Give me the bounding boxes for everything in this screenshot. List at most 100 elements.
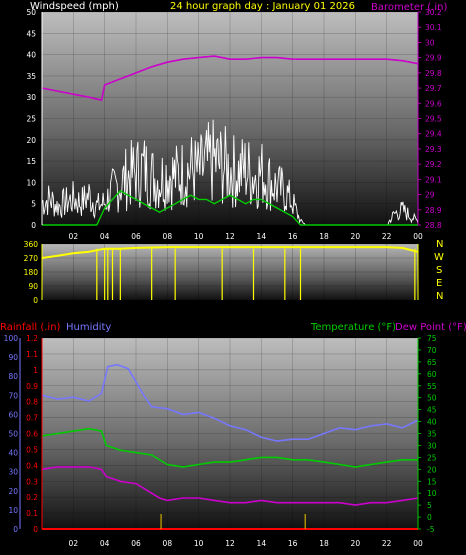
rain-y-tick: 0.7 <box>26 414 38 423</box>
rain-y-tick: 0.4 <box>26 461 38 470</box>
humidity-y-tick: 70 <box>8 391 18 400</box>
humidity-y-tick: 60 <box>8 410 18 419</box>
temp-x-tick: 08 <box>163 539 173 548</box>
wind-y-tick: 30 <box>26 93 36 102</box>
temp-y-tick: 5 <box>427 501 432 510</box>
wind-y-tick: 0 <box>31 221 36 230</box>
axes-layer: 0510152025303540455028.828.92929.129.229… <box>4 8 442 548</box>
temp-y-tick: 20 <box>427 465 437 474</box>
baro-y-tick: 29.8 <box>425 69 442 78</box>
baro-y-tick: 29.6 <box>425 99 442 108</box>
temp-x-tick: 10 <box>194 539 204 548</box>
rain-y-tick: 1.1 <box>26 350 38 359</box>
temp-y-tick: 45 <box>427 406 437 415</box>
temp-y-tick: 65 <box>427 358 437 367</box>
baro-y-tick: 29.5 <box>425 115 442 124</box>
rain-y-tick: 0.1 <box>26 509 38 518</box>
baro-y-tick: 30.2 <box>425 8 442 17</box>
humidity-y-tick: 50 <box>8 430 18 439</box>
humidity-title: Humidity <box>66 322 111 333</box>
temp-y-tick: 60 <box>427 370 437 379</box>
humidity-y-tick: 40 <box>8 449 18 458</box>
humidity-y-tick: 30 <box>8 468 18 477</box>
grid-layer <box>42 11 419 530</box>
rain-y-tick: 0.9 <box>26 382 38 391</box>
temp-y-tick: 40 <box>427 418 437 427</box>
temp-panel <box>42 338 418 529</box>
temp-y-tick: 30 <box>427 441 437 450</box>
baro-y-tick: 30 <box>425 38 435 47</box>
humidity-y-tick: 80 <box>8 372 18 381</box>
temperature-line <box>41 427 418 468</box>
wind-y-tick: 50 <box>26 8 36 17</box>
rain-y-tick: 1.2 <box>26 334 38 343</box>
humidity-y-tick: 90 <box>8 353 18 362</box>
temp-x-tick: 14 <box>257 539 267 548</box>
wind-x-tick: 20 <box>351 232 361 241</box>
temp-x-tick: 16 <box>288 539 298 548</box>
dir-y-tick: 360 <box>24 240 39 249</box>
temp-y-tick: 55 <box>427 382 437 391</box>
wind-x-tick: 14 <box>257 232 267 241</box>
wind-y-tick: 40 <box>26 51 36 60</box>
temp-x-tick: 02 <box>69 539 79 548</box>
temp-x-tick: 22 <box>382 539 392 548</box>
temp-y-tick: 50 <box>427 394 437 403</box>
rain-y-tick: 0.6 <box>26 430 38 439</box>
temp-y-tick: 0 <box>427 513 432 522</box>
temperature-title: Temperature (°F) <box>310 322 396 333</box>
dewpoint-title: Dew Point (°F) <box>395 322 466 333</box>
barometer-line <box>41 55 419 102</box>
wind-x-tick: 22 <box>382 232 392 241</box>
wind-gust-line <box>42 190 418 226</box>
rain-y-tick: 0.3 <box>26 477 38 486</box>
wind-direction-line <box>41 246 419 259</box>
dir-y-tick: 180 <box>24 268 39 277</box>
baro-y-tick: 29.9 <box>425 54 442 63</box>
temp-y-tick: 35 <box>427 430 437 439</box>
baro-y-tick: 29.1 <box>425 175 442 184</box>
baro-y-tick: 29.2 <box>425 160 442 169</box>
wind-y-tick: 15 <box>26 157 36 166</box>
dewpoint-line <box>41 466 419 506</box>
rain-y-tick: 0.2 <box>26 493 38 502</box>
series-layer <box>41 55 419 530</box>
baro-y-tick: 29 <box>425 191 435 200</box>
baro-y-tick: 30.1 <box>425 23 442 32</box>
wind-x-tick: 16 <box>288 232 298 241</box>
temp-y-tick: 25 <box>427 453 437 462</box>
temp-x-tick: 06 <box>131 539 141 548</box>
rain-y-tick: 1 <box>33 366 38 375</box>
humidity-y-tick: 0 <box>13 525 18 534</box>
wind-x-tick: 08 <box>163 232 173 241</box>
temp-x-tick: 12 <box>225 539 235 548</box>
temp-x-tick: 20 <box>351 539 361 548</box>
rain-y-tick: 0 <box>33 525 38 534</box>
wind-x-tick: 02 <box>69 232 79 241</box>
rainfall-title: Rainfall (.in) <box>0 322 61 333</box>
wind-x-tick: 00 <box>413 232 423 241</box>
wind-x-tick: 10 <box>194 232 204 241</box>
humidity-line <box>41 363 419 442</box>
wind-x-tick: 06 <box>131 232 141 241</box>
temp-x-tick: 00 <box>413 539 423 548</box>
dir-y-tick: 90 <box>28 282 38 291</box>
temp-y-tick: 15 <box>427 477 437 486</box>
baro-y-tick: 28.9 <box>425 206 442 215</box>
dir-y-tick: 0 <box>33 296 38 305</box>
dir-y-tick: 270 <box>24 254 39 263</box>
wind-y-tick: 10 <box>26 178 36 187</box>
wind-title: Windspeed (mph) <box>30 1 119 12</box>
baro-y-tick: 29.3 <box>425 145 442 154</box>
wind-x-tick: 04 <box>100 232 110 241</box>
date-title: 24 hour graph day : January 01 2026 <box>170 1 355 12</box>
baro-y-tick: 29.4 <box>425 130 442 139</box>
wind-x-tick: 12 <box>225 232 235 241</box>
barometer-title: Barometer (.in) <box>371 2 447 13</box>
baro-y-tick: 28.8 <box>425 221 442 230</box>
temp-y-tick: 10 <box>427 489 437 498</box>
wind-y-tick: 25 <box>26 115 36 124</box>
temp-x-tick: 18 <box>319 539 329 548</box>
wind-y-tick: 35 <box>26 72 36 81</box>
